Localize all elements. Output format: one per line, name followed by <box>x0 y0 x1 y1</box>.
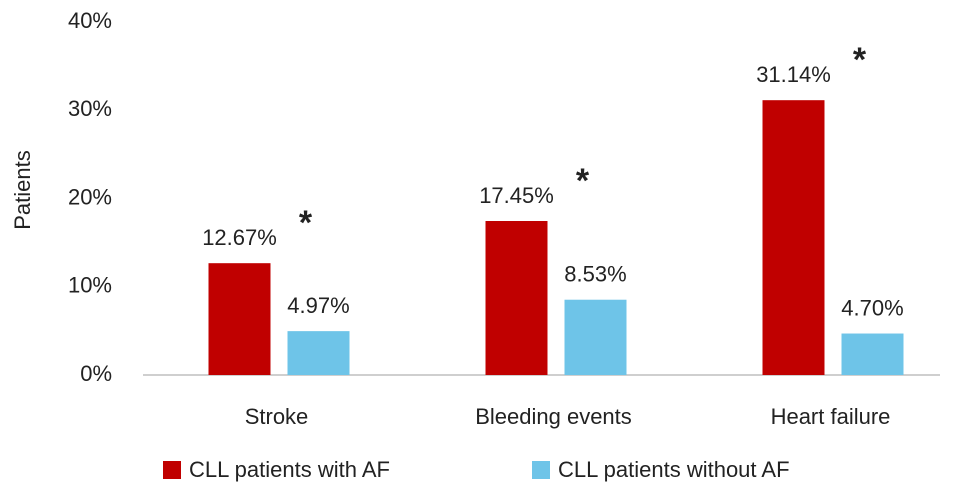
bar <box>485 221 548 375</box>
data-label: 8.53% <box>564 262 626 287</box>
y-tick-label: 40% <box>68 8 112 33</box>
x-tick-label: Heart failure <box>771 404 891 429</box>
data-label: 12.67% <box>202 225 277 250</box>
legend-label: CLL patients with AF <box>189 457 390 482</box>
bar <box>841 333 904 375</box>
bar <box>208 263 271 375</box>
data-label: 4.97% <box>287 293 349 318</box>
bar <box>762 100 825 375</box>
significance-marker: * <box>299 204 313 242</box>
bar <box>287 331 350 375</box>
y-axis-label: Patients <box>10 150 35 230</box>
data-label: 31.14% <box>756 62 831 87</box>
significance-marker: * <box>576 162 590 200</box>
y-tick-label: 30% <box>68 96 112 121</box>
data-label: 17.45% <box>479 183 554 208</box>
y-tick-label: 20% <box>68 184 112 209</box>
y-tick-label: 10% <box>68 273 112 298</box>
x-tick-label: Stroke <box>245 404 309 429</box>
y-tick-label: 0% <box>80 361 112 386</box>
x-tick-label: Bleeding events <box>475 404 632 429</box>
data-label: 4.70% <box>841 295 903 320</box>
legend-label: CLL patients without AF <box>558 457 790 482</box>
legend-swatch <box>532 461 550 479</box>
bar <box>564 299 627 375</box>
significance-marker: * <box>853 41 867 79</box>
legend-swatch <box>163 461 181 479</box>
